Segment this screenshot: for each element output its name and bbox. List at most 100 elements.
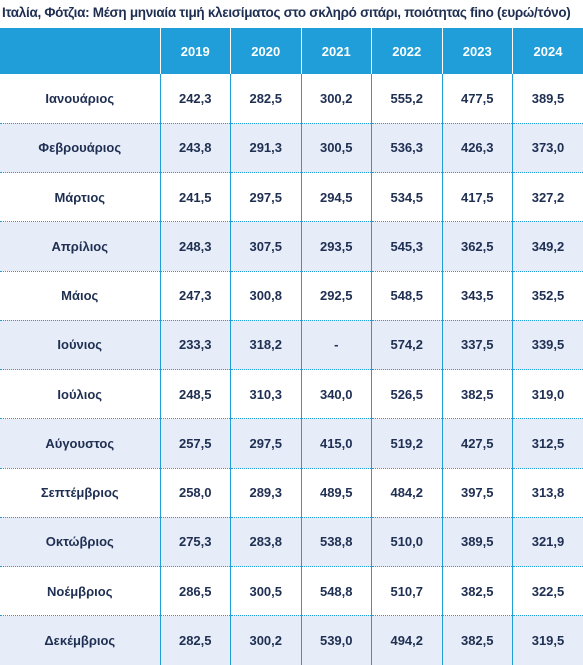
price-cell: 489,5 [301, 468, 372, 518]
price-cell: 362,5 [442, 221, 513, 272]
price-cell: 339,5 [512, 320, 583, 371]
header-row: 2019 2020 2021 2022 2023 2024 [0, 28, 583, 74]
price-cell: 289,3 [230, 468, 302, 518]
price-cell: 426,3 [442, 123, 513, 174]
price-cell: 484,2 [371, 468, 443, 518]
price-cell: 494,2 [371, 615, 443, 665]
price-cell: - [301, 320, 372, 371]
price-cell: 534,5 [371, 172, 443, 223]
price-cell: 397,5 [442, 468, 513, 518]
header-year: 2020 [230, 28, 302, 74]
header-corner [0, 28, 161, 74]
table-row: Ιούνιος 233,3 318,2 - 574,2 337,5 339,5 [0, 320, 583, 371]
price-cell: 297,5 [230, 172, 302, 223]
price-cell: 417,5 [442, 172, 513, 223]
table-row: Ιανουάριος 242,3 282,5 300,2 555,2 477,5… [0, 74, 583, 124]
price-cell: 241,5 [160, 172, 231, 223]
price-cell: 297,5 [230, 418, 302, 469]
price-cell: 555,2 [371, 74, 443, 124]
price-cell: 286,5 [160, 566, 231, 617]
price-cell: 283,8 [230, 517, 302, 568]
price-cell: 242,3 [160, 74, 231, 124]
price-cell: 526,5 [371, 369, 443, 420]
table-row: Αύγουστος 257,5 297,5 415,0 519,2 427,5 … [0, 418, 583, 469]
price-cell: 477,5 [442, 74, 513, 124]
month-label: Ιούνιος [0, 320, 161, 371]
price-cell: 248,3 [160, 221, 231, 272]
price-cell: 258,0 [160, 468, 231, 518]
header-year: 2023 [442, 28, 513, 74]
price-cell: 321,9 [512, 517, 583, 568]
header-year: 2024 [512, 28, 583, 74]
price-cell: 318,2 [230, 320, 302, 371]
price-cell: 319,0 [512, 369, 583, 420]
header-year: 2019 [160, 28, 231, 74]
price-cell: 337,5 [442, 320, 513, 371]
price-cell: 382,5 [442, 369, 513, 420]
price-cell: 312,5 [512, 418, 583, 469]
price-cell: 300,2 [301, 74, 372, 124]
price-cell: 427,5 [442, 418, 513, 469]
price-cell: 340,0 [301, 369, 372, 420]
table-row: Οκτώβριος 275,3 283,8 538,8 510,0 389,5 … [0, 517, 583, 568]
price-cell: 293,5 [301, 221, 372, 272]
price-cell: 300,5 [230, 566, 302, 617]
price-cell: 352,5 [512, 271, 583, 321]
price-cell: 389,5 [512, 74, 583, 124]
price-cell: 291,3 [230, 123, 302, 174]
price-cell: 294,5 [301, 172, 372, 223]
table-row: Ιούλιος 248,5 310,3 340,0 526,5 382,5 31… [0, 369, 583, 420]
month-label: Απρίλιος [0, 221, 161, 272]
month-label: Δεκέμβριος [0, 615, 161, 665]
month-label: Οκτώβριος [0, 517, 161, 568]
price-cell: 510,0 [371, 517, 443, 568]
price-cell: 313,8 [512, 468, 583, 518]
table-row: Δεκέμβριος 282,5 300,2 539,0 494,2 382,5… [0, 615, 583, 665]
price-cell: 319,5 [512, 615, 583, 665]
price-table: 2019 2020 2021 2022 2023 2024 Ιανουάριος… [0, 28, 583, 665]
month-label: Αύγουστος [0, 418, 161, 469]
table-row: Νοέμβριος 286,5 300,5 548,8 510,7 382,5 … [0, 566, 583, 617]
table-row: Μάρτιος 241,5 297,5 294,5 534,5 417,5 32… [0, 172, 583, 223]
price-cell: 349,2 [512, 221, 583, 272]
header-year: 2021 [301, 28, 372, 74]
price-cell: 243,8 [160, 123, 231, 174]
price-cell: 382,5 [442, 566, 513, 617]
table-title: Ιταλία, Φότζια: Μέση μηνιαία τιμή κλεισί… [2, 5, 571, 20]
price-cell: 233,3 [160, 320, 231, 371]
month-label: Νοέμβριος [0, 566, 161, 617]
price-cell: 545,3 [371, 221, 443, 272]
price-cell: 539,0 [301, 615, 372, 665]
price-cell: 389,5 [442, 517, 513, 568]
price-cell: 574,2 [371, 320, 443, 371]
price-cell: 247,3 [160, 271, 231, 321]
month-label: Ιανουάριος [0, 74, 161, 124]
price-cell: 257,5 [160, 418, 231, 469]
month-label: Μάιος [0, 271, 161, 321]
price-cell: 548,5 [371, 271, 443, 321]
price-cell: 300,2 [230, 615, 302, 665]
header-year: 2022 [371, 28, 443, 74]
price-cell: 343,5 [442, 271, 513, 321]
month-label: Σεπτέμβριος [0, 468, 161, 518]
price-cell: 382,5 [442, 615, 513, 665]
price-cell: 373,0 [512, 123, 583, 174]
price-cell: 538,8 [301, 517, 372, 568]
price-cell: 300,8 [230, 271, 302, 321]
table-row: Απρίλιος 248,3 307,5 293,5 545,3 362,5 3… [0, 221, 583, 272]
price-cell: 310,3 [230, 369, 302, 420]
month-label: Φεβρουάριος [0, 123, 161, 174]
month-label: Ιούλιος [0, 369, 161, 420]
table-row: Φεβρουάριος 243,8 291,3 300,5 536,3 426,… [0, 123, 583, 174]
price-cell: 282,5 [230, 74, 302, 124]
price-cell: 510,7 [371, 566, 443, 617]
price-cell: 248,5 [160, 369, 231, 420]
price-cell: 282,5 [160, 615, 231, 665]
table-row: Μάιος 247,3 300,8 292,5 548,5 343,5 352,… [0, 271, 583, 321]
month-label: Μάρτιος [0, 172, 161, 223]
table-row: Σεπτέμβριος 258,0 289,3 489,5 484,2 397,… [0, 468, 583, 518]
price-cell: 307,5 [230, 221, 302, 272]
price-cell: 322,5 [512, 566, 583, 617]
price-cell: 519,2 [371, 418, 443, 469]
price-cell: 327,2 [512, 172, 583, 223]
